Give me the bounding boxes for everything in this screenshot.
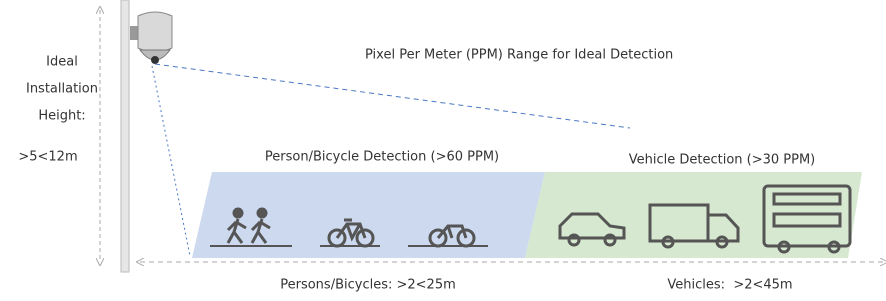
view-line bbox=[155, 64, 630, 128]
zone-label: Person/Bicycle Detection (>60 PPM) bbox=[265, 150, 499, 165]
install-label: Installation bbox=[26, 82, 98, 97]
zone-range: Persons/Bicycles: >2<25m bbox=[280, 278, 456, 293]
install-label: Height: bbox=[38, 109, 85, 124]
title: Pixel Per Meter (PPM) Range for Ideal De… bbox=[365, 48, 673, 63]
install-value: >5<12m bbox=[18, 150, 77, 165]
install-label: Ideal bbox=[46, 55, 78, 70]
zone-label: Vehicle Detection (>30 PPM) bbox=[629, 153, 816, 168]
zone-range: Vehicles: >2<45m bbox=[667, 278, 792, 293]
diagram: Ideal Installation Height: >5<12m Pixel … bbox=[0, 0, 886, 297]
pole bbox=[121, 0, 129, 272]
camera bbox=[130, 12, 172, 64]
view-line bbox=[152, 66, 190, 256]
